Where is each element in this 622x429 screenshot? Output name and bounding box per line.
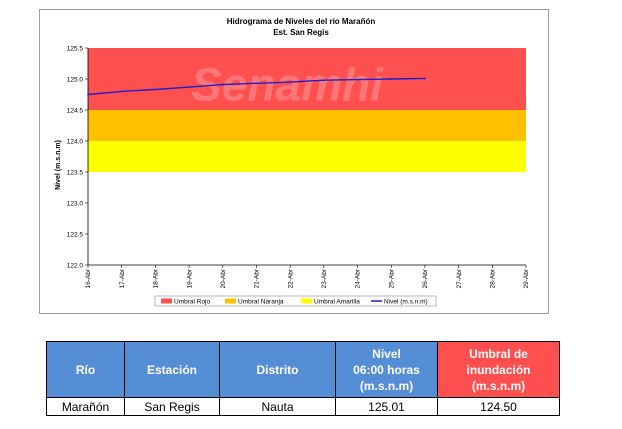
header-text-line: Nivel (372, 346, 401, 361)
legend-swatch (301, 298, 312, 304)
data-point (120, 90, 123, 93)
header-text-line: 06:00 horas (353, 362, 420, 377)
x-tick-label: 27-Abr (456, 268, 463, 288)
x-tick-label: 28-Abr (490, 268, 497, 288)
chart-subtitle: Est. San Regis (273, 28, 329, 37)
table-cell: 124.50 (437, 397, 560, 416)
header-text-line: Distrito (256, 362, 299, 377)
data-point (154, 88, 157, 91)
y-tick-label: 122.0 (67, 262, 84, 269)
x-tick-label: 23-Abr (321, 268, 328, 288)
table-cell: 125.01 (335, 397, 438, 416)
legend-label: Umbral Amarilla (314, 298, 360, 305)
x-tick-label: 19-Abr (186, 268, 193, 288)
table-header-row: Río Estación Distrito Nivel 06:00 horas (m.s.… (46, 341, 560, 398)
data-point (255, 82, 258, 85)
y-axis-title: Nivel (m.s.n.m) (55, 140, 62, 190)
x-tick-label: 18-Abr (153, 268, 160, 288)
y-tick-label: 125.5 (67, 45, 84, 52)
chart-title: Hidrograma de Niveles del río Marañón (227, 17, 376, 26)
x-tick-label: 29-Abr (523, 268, 530, 288)
y-tick-label: 123.5 (67, 169, 84, 176)
table-row: Marañón San Regis Nauta 125.01 124.50 (46, 397, 560, 416)
header-text-line: Río (75, 362, 96, 377)
table-cell: Marañón (46, 397, 125, 416)
x-tick-label: 17-Abr (119, 268, 126, 288)
data-point (221, 83, 224, 86)
header-text-line: Umbral de (469, 346, 528, 361)
data-point (424, 77, 426, 80)
chart-frame: Hidrograma de Niveles del río Marañón Es… (39, 9, 549, 314)
data-point (322, 79, 325, 82)
table-header-cell: Estación (124, 341, 220, 398)
table-cell: Nauta (219, 397, 336, 416)
table-header-cell: Distrito (219, 341, 336, 398)
header-text-line: Estación (146, 362, 197, 377)
legend-swatch (161, 298, 172, 304)
x-tick-label: 25-Abr (388, 268, 395, 288)
x-tick-label: 20-Abr (220, 268, 227, 288)
x-tick-label: 22-Abr (287, 268, 294, 288)
data-point (390, 78, 393, 80)
x-tick-label: 24-Abr (355, 268, 362, 288)
header-text-line: (m.s.n.m) (471, 378, 526, 393)
plot-area: Senamhi125.5125.0124.5124.0123.5123.0122… (67, 45, 530, 288)
legend-swatch (225, 298, 236, 304)
table-cell: San Regis (124, 397, 220, 416)
threshold-band-2 (88, 141, 526, 172)
header-text-line: (m.s.n.m) (359, 378, 414, 393)
y-tick-label: 124.5 (67, 107, 84, 114)
threshold-band-1 (88, 110, 526, 141)
legend-label: Nivel (m.s.n.m) (384, 298, 428, 305)
y-tick-label: 122.5 (67, 231, 84, 238)
station-table: Río Estación Distrito Nivel 06:00 horas (m.s.… (46, 341, 560, 416)
table-header-cell: Nivel 06:00 horas (m.s.n.m) (335, 341, 438, 398)
y-tick-label: 124.0 (67, 138, 84, 145)
table-header-cell: Río (46, 341, 125, 398)
legend: Umbral Rojo Umbral Naranja Umbral Amarilla… (154, 295, 437, 307)
data-point (87, 93, 89, 96)
data-point (289, 81, 292, 83)
legend-label: Umbral Rojo (174, 298, 211, 305)
hydrograph-chart: Hidrograma de Niveles del río Marañón Es… (55, 17, 530, 307)
data-point (356, 78, 359, 81)
x-tick-label: 26-Abr (422, 268, 429, 288)
header-text-line: inundación (466, 362, 531, 377)
x-tick-label: 21-Abr (254, 268, 261, 288)
x-tick-label: 16-Abr (85, 268, 92, 288)
y-tick-label: 125.0 (67, 76, 84, 83)
legend-box (154, 295, 437, 307)
y-tick-label: 123.0 (67, 200, 84, 207)
data-point (188, 86, 190, 88)
table-header-cell: Umbral de inundación (m.s.n.m) (437, 341, 560, 398)
legend-label: Umbral Naranja (238, 298, 284, 305)
threshold-band-0 (88, 48, 526, 110)
